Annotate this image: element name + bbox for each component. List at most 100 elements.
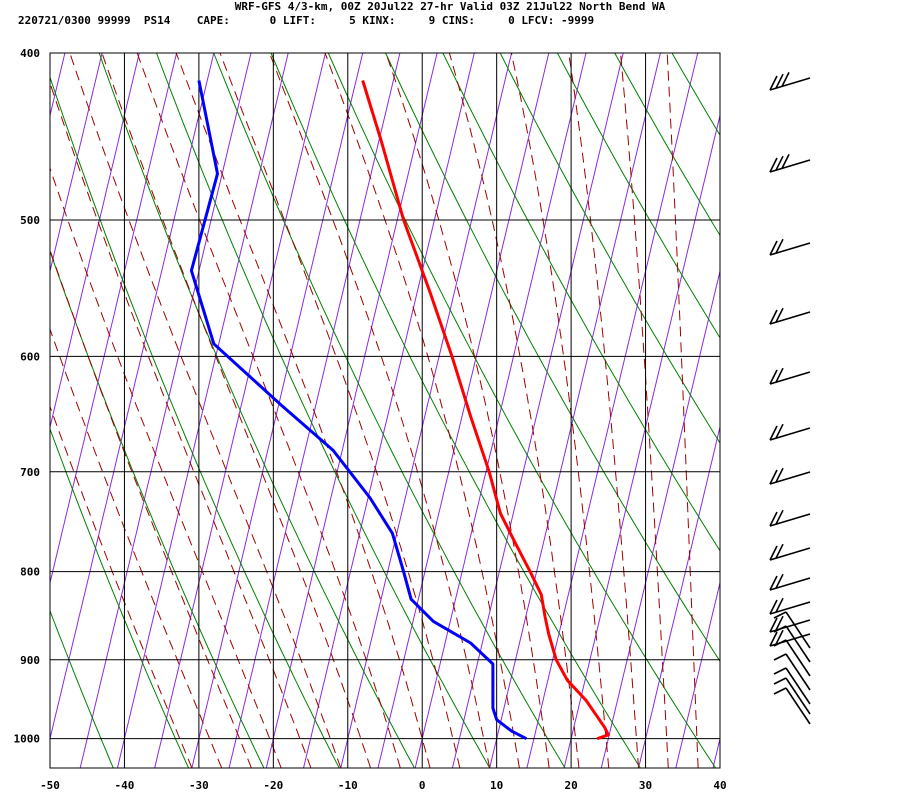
isotherm-line bbox=[451, 53, 624, 768]
dry-adiabat-line bbox=[156, 53, 491, 768]
y-tick-label: 800 bbox=[20, 566, 40, 579]
dewpoint-line bbox=[189, 80, 528, 741]
isotherm-line bbox=[862, 53, 900, 768]
moist-adiabat-line bbox=[620, 53, 669, 768]
barb-flag bbox=[769, 599, 778, 615]
isotherm-line bbox=[116, 53, 289, 768]
isotherm-line bbox=[303, 53, 475, 768]
barb-flag bbox=[781, 72, 790, 87]
wind-barb bbox=[769, 509, 811, 527]
wind-barb bbox=[773, 639, 811, 677]
x-tick-label: 40 bbox=[713, 779, 726, 792]
y-tick-label: 700 bbox=[20, 466, 40, 479]
moist-adiabat-line bbox=[568, 53, 639, 768]
isotherm-line bbox=[638, 424, 720, 768]
moist-adiabat-line bbox=[219, 53, 461, 768]
barb-flag bbox=[769, 511, 778, 527]
isotherm-line bbox=[191, 53, 364, 768]
dry-adiabat-line bbox=[787, 53, 900, 768]
isotherm-line bbox=[787, 53, 900, 768]
isotherm-line bbox=[340, 53, 513, 768]
isotherm-line bbox=[526, 53, 699, 768]
moist-adiabat-line bbox=[101, 53, 371, 768]
dry-adiabat-line bbox=[844, 53, 900, 768]
barb-flag bbox=[775, 423, 784, 439]
barb-flag bbox=[775, 467, 784, 483]
isotherm-line bbox=[675, 580, 720, 768]
wind-barb bbox=[773, 677, 811, 715]
moist-adiabat-line bbox=[510, 53, 610, 768]
temperature-line bbox=[361, 80, 610, 741]
isotherm-line bbox=[377, 53, 550, 768]
moist-adiabat-line bbox=[50, 405, 193, 768]
moist-adiabat-line bbox=[50, 166, 282, 768]
x-tick-label: -20 bbox=[263, 779, 283, 792]
moist-adiabat-line bbox=[269, 53, 491, 768]
y-tick-label: 900 bbox=[20, 654, 40, 667]
wind-barb bbox=[769, 238, 811, 256]
isotherm-line bbox=[414, 53, 587, 768]
dry-adiabat-line bbox=[614, 53, 720, 237]
dry-adiabat-line bbox=[213, 53, 566, 768]
x-tick-label: 30 bbox=[639, 779, 652, 792]
barb-flag bbox=[775, 367, 784, 383]
barb-flag bbox=[773, 639, 787, 647]
dry-adiabat-line bbox=[50, 249, 265, 768]
barb-flag bbox=[775, 573, 784, 589]
isotherm-line bbox=[825, 53, 900, 768]
wind-barb bbox=[769, 543, 811, 561]
moist-adiabat-line bbox=[175, 53, 431, 768]
x-tick-label: -30 bbox=[189, 779, 209, 792]
isotherm-line bbox=[79, 53, 252, 768]
isotherm-line bbox=[600, 269, 720, 768]
barb-flag bbox=[769, 240, 778, 256]
dry-adiabat-line bbox=[442, 53, 720, 552]
barb-flag bbox=[775, 155, 784, 171]
wind-barb bbox=[773, 653, 811, 691]
barb-shaft bbox=[785, 653, 811, 691]
y-tick-label: 400 bbox=[20, 47, 40, 60]
isotherm-line bbox=[489, 53, 661, 768]
isotherm-line bbox=[50, 53, 103, 274]
barb-shaft bbox=[785, 677, 811, 715]
y-tick-label: 600 bbox=[20, 350, 40, 363]
x-tick-label: 10 bbox=[490, 779, 503, 792]
moist-adiabat-line bbox=[666, 53, 699, 768]
wind-barb bbox=[769, 367, 811, 385]
isotherm-line bbox=[50, 53, 178, 585]
y-tick-label: 500 bbox=[20, 214, 40, 227]
isotherm-line bbox=[228, 53, 401, 768]
dry-adiabat-line bbox=[50, 609, 114, 768]
wind-barb bbox=[769, 307, 811, 325]
barb-flag bbox=[775, 307, 784, 323]
sounding-indices: 220721/0300 99999 PS14 CAPE: 0 LIFT: 5 K… bbox=[18, 14, 595, 27]
moist-adiabat-line bbox=[50, 327, 223, 768]
wind-barb bbox=[769, 573, 811, 591]
wind-barb bbox=[769, 467, 811, 485]
barb-flag bbox=[769, 75, 778, 91]
barb-flag bbox=[769, 469, 778, 485]
x-tick-label: 0 bbox=[419, 779, 426, 792]
moist-adiabat-line bbox=[324, 53, 520, 768]
barb-flag bbox=[775, 73, 784, 89]
barb-flag bbox=[769, 545, 778, 561]
barb-flag bbox=[769, 309, 778, 325]
dry-adiabat-line bbox=[499, 53, 720, 444]
isotherm-line bbox=[50, 53, 140, 430]
plot-grid bbox=[49, 52, 721, 769]
barb-flag bbox=[775, 629, 784, 645]
axis-ticks: -50 -40 -30 -20 -10 0 10 20 30 40 400 500 600 700 800 9… bbox=[14, 47, 727, 792]
moist-adiabat-line bbox=[448, 53, 580, 768]
barb-flag bbox=[773, 611, 787, 619]
barb-flag bbox=[769, 631, 778, 647]
barb-flag bbox=[775, 597, 784, 613]
chart-title: WRF-GFS 4/3-km, 00Z 20Jul22 27-hr Valid … bbox=[234, 0, 666, 13]
isotherm-line bbox=[50, 53, 215, 741]
barb-flag bbox=[781, 154, 790, 169]
dry-adiabat-line bbox=[98, 53, 415, 768]
barb-flag bbox=[773, 687, 787, 695]
barb-flag bbox=[773, 625, 787, 633]
isotherm-line bbox=[563, 113, 720, 768]
y-tick-label: 1000 bbox=[14, 733, 41, 746]
